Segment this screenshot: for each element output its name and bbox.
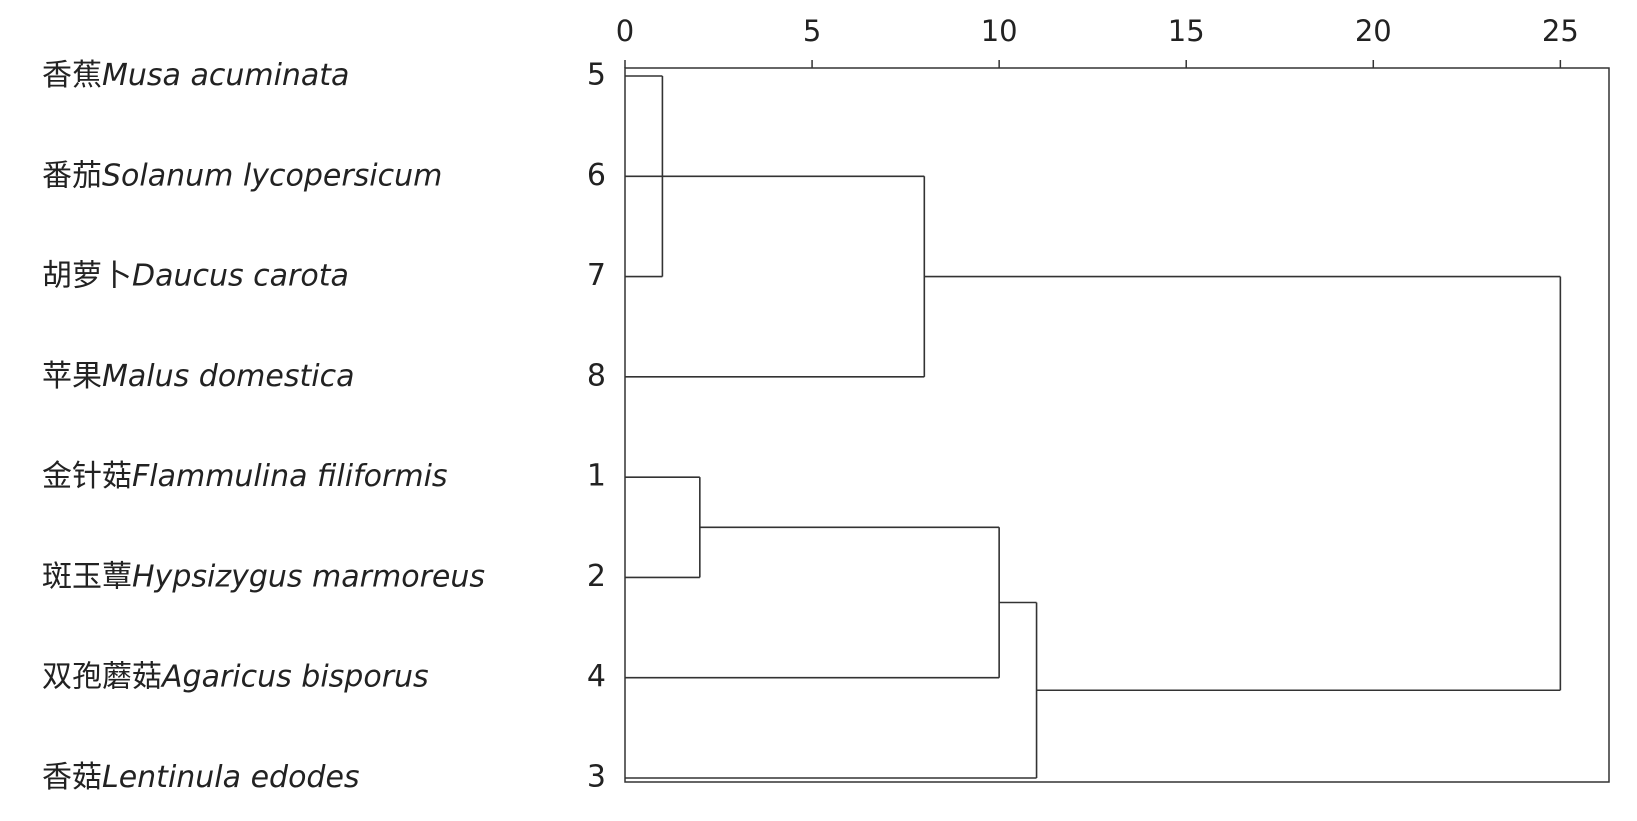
leaf-name-latin: Musa acuminata	[102, 58, 349, 93]
leaf-name-cn: 斑玉蕈	[42, 559, 132, 594]
leaf-id: 7	[587, 258, 606, 293]
leaf-name-cn: 金针菇	[42, 459, 132, 494]
leaf-id: 3	[587, 760, 606, 795]
leaf-label: 斑玉蕈Hypsizygus marmoreus	[42, 559, 485, 594]
leaf-id: 8	[587, 358, 606, 393]
x-tick-label: 0	[616, 14, 634, 48]
leaf-name-latin: Malus domestica	[102, 358, 354, 393]
leaf-name-latin: Flammulina filiformis	[132, 459, 448, 494]
leaf-name-cn: 胡萝卜	[42, 258, 132, 293]
leaf-name-cn: 双孢蘑菇	[42, 659, 162, 694]
leaf-label: 香蕉Musa acuminata	[42, 58, 349, 93]
leaf-label: 金针菇Flammulina filiformis	[42, 459, 448, 494]
leaf-label: 香菇Lentinula edodes	[42, 760, 360, 795]
plot-frame	[624, 67, 1610, 783]
leaf-name-latin: Lentinula edodes	[102, 760, 360, 795]
leaf-name-latin: Agaricus bisporus	[160, 659, 429, 694]
leaf-id: 2	[587, 559, 606, 594]
leaf-id: 5	[587, 58, 606, 93]
leaf-id: 6	[587, 158, 606, 193]
leaf-name-cn: 香蕉	[42, 58, 102, 93]
x-tick-label: 10	[981, 14, 1018, 48]
leaf-label: 苹果Malus domestica	[42, 358, 354, 393]
leaf-label: 番茄Solanum lycopersicum	[42, 158, 442, 193]
x-tick-label: 15	[1168, 14, 1205, 48]
leaf-name-latin: Daucus carota	[132, 258, 349, 293]
leaf-name-cn: 番茄	[42, 158, 102, 193]
leaf-name-cn: 香菇	[42, 760, 102, 795]
x-tick-label: 20	[1355, 14, 1392, 48]
x-tick-label: 5	[803, 14, 821, 48]
leaf-name-latin: Hypsizygus marmoreus	[132, 559, 485, 594]
leaf-id: 4	[587, 659, 606, 694]
x-tick-label: 25	[1542, 14, 1579, 48]
leaf-label: 双孢蘑菇Agaricus bisporus	[42, 659, 429, 694]
leaf-name-cn: 苹果	[42, 358, 102, 393]
leaf-id: 1	[587, 459, 606, 494]
leaf-label: 胡萝卜Daucus carota	[42, 258, 349, 293]
leaf-name-latin: Solanum lycopersicum	[102, 158, 442, 193]
